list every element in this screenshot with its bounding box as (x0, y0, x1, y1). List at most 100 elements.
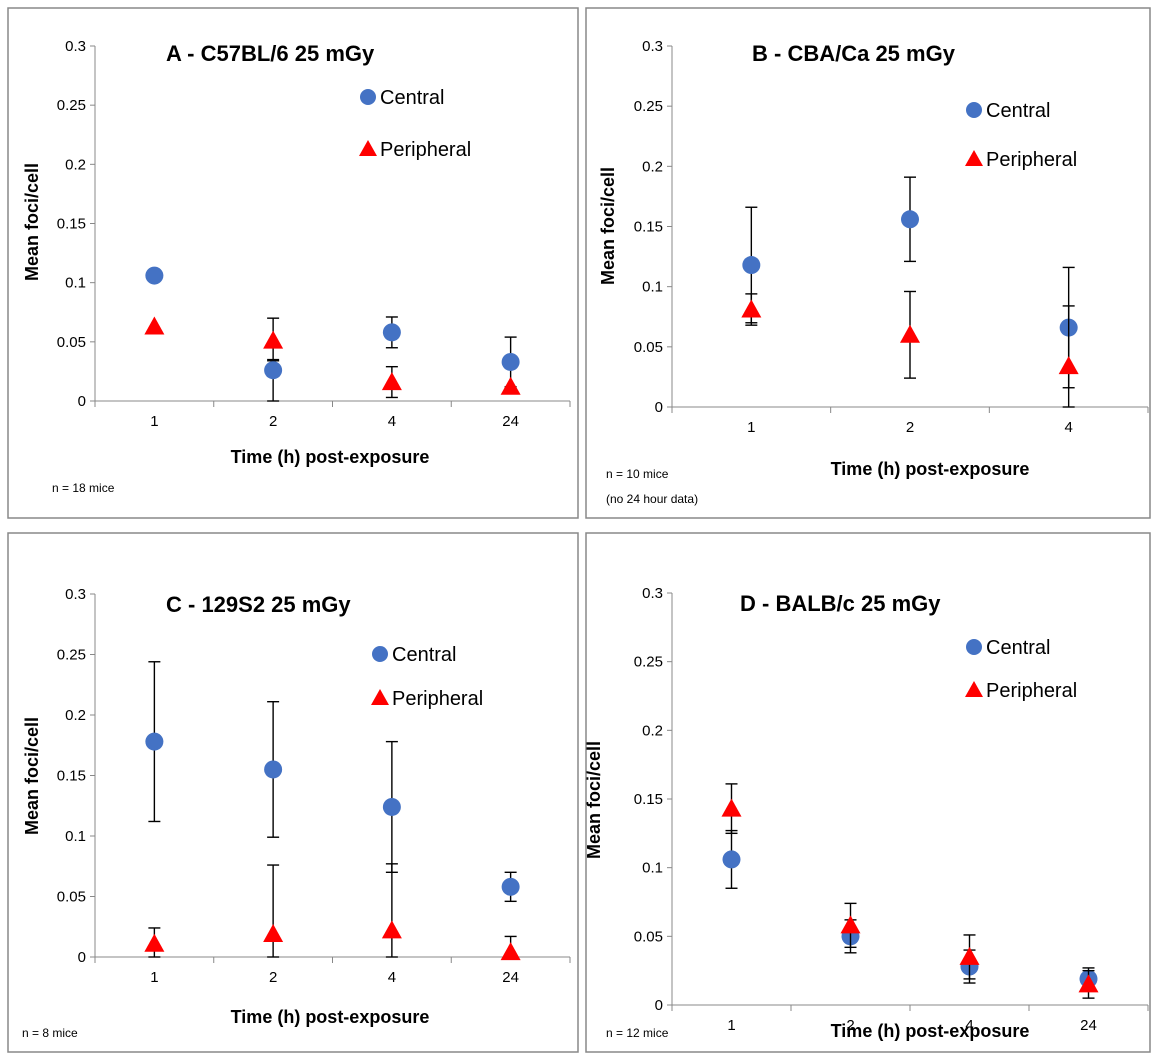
sample-note: n = 10 mice (606, 467, 669, 481)
x-tick-label: 4 (965, 1017, 973, 1034)
data-point-peripheral (144, 316, 165, 335)
x-tick-label: 2 (269, 969, 277, 986)
x-tick-label: 1 (150, 969, 158, 986)
y-tick-label: 0.15 (634, 219, 663, 236)
data-point-central (742, 256, 761, 275)
legend-peripheral-label: Peripheral (392, 688, 483, 710)
data-point-peripheral (1078, 974, 1099, 993)
x-tick-label: 4 (388, 413, 396, 430)
x-tick-label: 2 (906, 419, 914, 436)
legend-central-marker (360, 89, 376, 105)
legend-peripheral-marker (371, 689, 389, 705)
x-tick-label: 24 (1080, 1017, 1097, 1034)
data-point-peripheral (381, 920, 402, 939)
legend-central-label: Central (380, 87, 444, 109)
data-point-peripheral (500, 376, 521, 395)
data-point-central (382, 797, 401, 816)
legend: Central Peripheral (965, 100, 1077, 171)
x-axis-label: Time (h) post-exposure (831, 459, 1030, 479)
data-point-central (501, 352, 520, 371)
data-point-peripheral (263, 924, 284, 943)
chart-title: B - CBA/Ca 25 mGy (752, 41, 956, 66)
panel-frame (7, 7, 579, 519)
data-point-peripheral (959, 946, 980, 965)
y-tick-label: 0.05 (57, 334, 86, 351)
x-tick-label: 24 (502, 969, 519, 986)
legend-central-marker (966, 639, 982, 655)
panel-a: 00.050.10.150.20.250.31 2 4 24A - C57BL/6 2… (7, 7, 579, 519)
panel-frame (585, 532, 1151, 1053)
data-point-central (722, 850, 741, 869)
series-peripheral (144, 863, 521, 961)
y-tick-label: 0 (78, 393, 86, 410)
y-axis-label: Mean foci/cell (22, 717, 42, 835)
data-point-peripheral (721, 798, 742, 817)
data-point-central (382, 323, 401, 342)
y-tick-label: 0.2 (642, 158, 663, 175)
panel-c: 00.050.10.150.20.250.31 2 4 24C - 129S2 25 … (7, 532, 579, 1053)
y-axis-label: Mean foci/cell (598, 167, 618, 285)
legend: Central Peripheral (965, 637, 1077, 702)
x-tick-label: 4 (388, 969, 396, 986)
data-point-peripheral (741, 299, 762, 318)
panel-b: 0 0.05 0.1 0.15 0.2 0.25 0.3 1 2 4 B - CBA/Ca 25 m… (585, 7, 1151, 519)
y-tick-label: 0.3 (642, 38, 663, 55)
legend: Central Peripheral (371, 644, 483, 710)
y-tick-label: 0.15 (57, 216, 86, 233)
sample-note: n = 8 mice (22, 1026, 78, 1040)
y-tick-label: 0.1 (642, 860, 663, 877)
y-tick-label: 0 (655, 399, 663, 416)
series-peripheral (741, 290, 1079, 389)
series-peripheral (721, 783, 1099, 999)
legend-central-label: Central (392, 644, 456, 666)
x-axis-label: Time (h) post-exposure (231, 447, 430, 467)
sample-note: n = 18 mice (52, 481, 115, 495)
data-point-peripheral (381, 372, 402, 391)
data-point-peripheral (840, 915, 861, 934)
x-tick-label: 1 (727, 1017, 735, 1034)
legend-peripheral-label: Peripheral (380, 139, 471, 161)
y-tick-label: 0.05 (57, 889, 86, 906)
x-axis-label: Time (h) post-exposure (831, 1021, 1030, 1041)
legend-peripheral-marker (965, 681, 983, 697)
data-point-central (145, 266, 164, 285)
series-central (742, 176, 1078, 408)
x-axis-label: Time (h) post-exposure (231, 1007, 430, 1027)
series-central (145, 266, 520, 402)
x-tick-label: 24 (502, 413, 519, 430)
y-tick-label: 0.2 (642, 722, 663, 739)
y-tick-label: 0.1 (642, 279, 663, 296)
data-point-peripheral (500, 942, 521, 961)
panel-frame (7, 532, 579, 1053)
chart-title: C - 129S2 25 mGy (166, 592, 351, 617)
y-tick-label: 0.3 (65, 586, 86, 603)
y-tick-label: 0.25 (634, 654, 663, 671)
x-tick-label: 1 (747, 419, 755, 436)
legend-peripheral-marker (965, 150, 983, 166)
y-tick-label: 0.25 (634, 98, 663, 115)
sample-note: n = 12 mice (606, 1026, 669, 1040)
data-point-central (145, 732, 164, 751)
legend: Central Peripheral (359, 87, 471, 161)
legend-peripheral-label: Peripheral (986, 680, 1077, 702)
y-tick-label: 0.15 (634, 791, 663, 808)
series-peripheral (144, 316, 521, 399)
y-tick-label: 0.3 (65, 38, 86, 55)
y-tick-label: 0.1 (65, 828, 86, 845)
y-tick-label: 0 (78, 949, 86, 966)
series-central (722, 829, 1098, 988)
y-tick-label: 0.25 (57, 97, 86, 114)
y-tick-label: 0.3 (642, 585, 663, 602)
sample-note: (no 24 hour data) (606, 492, 698, 506)
data-point-peripheral (144, 933, 165, 952)
legend-central-label: Central (986, 637, 1050, 659)
chart-title: D - BALB/c 25 mGy (740, 591, 941, 616)
y-axis-label: Mean foci/cell (22, 163, 42, 281)
legend-central-label: Central (986, 100, 1050, 122)
data-point-peripheral (1058, 356, 1079, 375)
x-tick-label: 2 (846, 1017, 854, 1034)
data-point-central (264, 361, 283, 380)
series-central (145, 661, 520, 903)
y-tick-label: 0.25 (57, 647, 86, 664)
